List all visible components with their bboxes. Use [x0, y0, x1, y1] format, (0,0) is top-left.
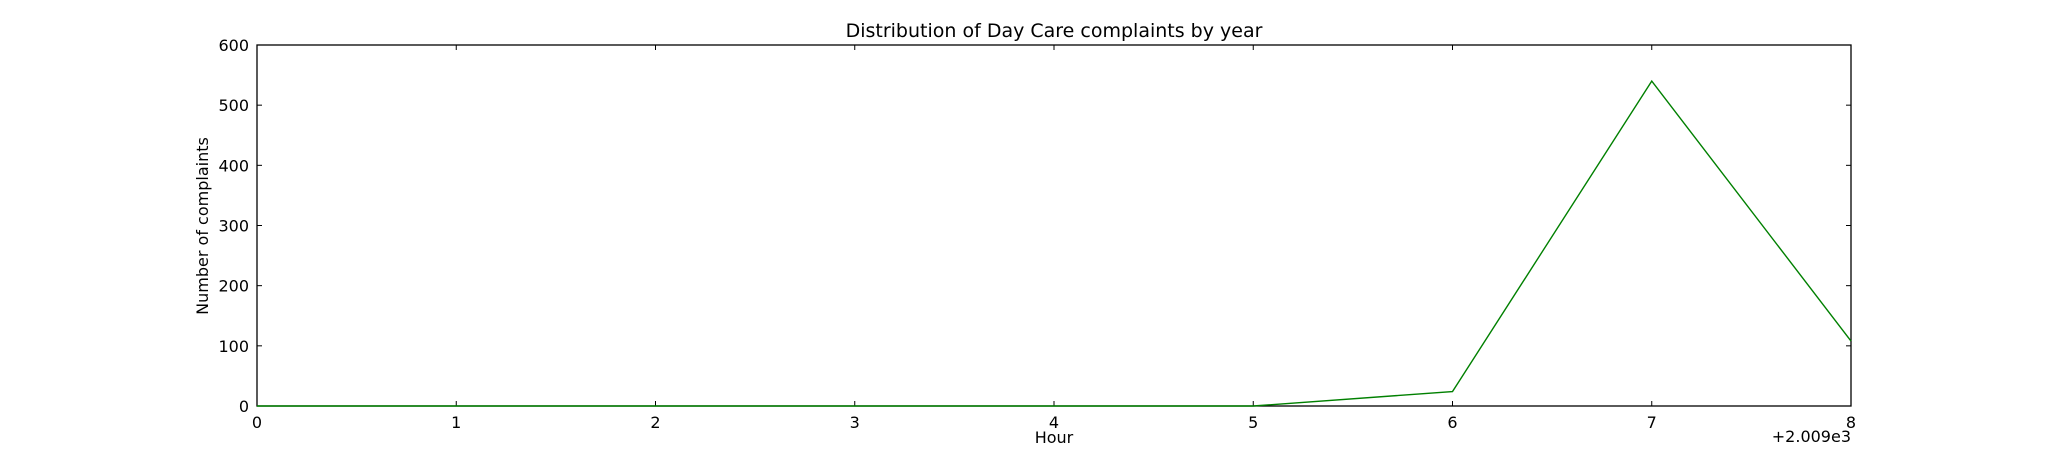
x-tick-label: 6 — [1447, 413, 1457, 432]
chart-title: Distribution of Day Care complaints by y… — [846, 20, 1263, 42]
series-layer — [257, 79, 1852, 407]
x-tick-label: 7 — [1647, 413, 1657, 432]
x-tick-label: 3 — [850, 413, 860, 432]
x-axis-label: Hour — [1035, 428, 1074, 447]
axis-ticks: 0 1 2 3 4 5 6 7 8 0 100 200 300 400 500 600 — [218, 36, 1856, 432]
x-tick-label: 1 — [451, 413, 461, 432]
x-tick-label: 2 — [650, 413, 660, 432]
y-tick-label: 200 — [218, 277, 249, 296]
y-tick-label: 100 — [218, 337, 249, 356]
x-tick-label: 0 — [252, 413, 262, 432]
y-tick-label: 500 — [218, 96, 249, 115]
x-tick-label: 8 — [1846, 413, 1856, 432]
y-tick-label: 400 — [218, 156, 249, 175]
y-tick-label: 300 — [218, 217, 249, 236]
y-tick-label: 0 — [239, 397, 249, 416]
x-axis-offset-label: +2.009e3 — [1772, 427, 1851, 446]
x-tick-label: 5 — [1248, 413, 1258, 432]
x-tick-label: 4 — [1049, 413, 1059, 432]
series-line — [257, 79, 1852, 407]
plot-area-frame — [256, 44, 1852, 407]
y-tick-label: 600 — [218, 36, 249, 55]
y-axis-label: Number of complaints — [193, 137, 212, 315]
